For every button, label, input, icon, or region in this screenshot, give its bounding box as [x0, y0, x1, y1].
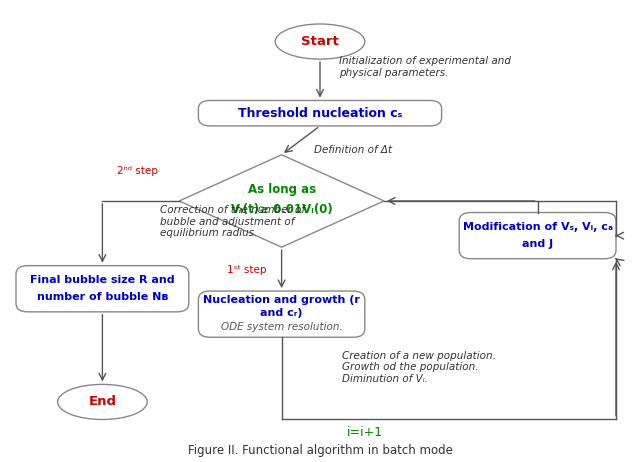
- Text: Nucleation and growth (r: Nucleation and growth (r: [203, 295, 360, 305]
- Text: number of bubble Nʙ: number of bubble Nʙ: [36, 292, 168, 302]
- Ellipse shape: [58, 384, 147, 419]
- Text: Creation of a new population.
Growth od the population.
Diminution of Vₗ.: Creation of a new population. Growth od …: [342, 351, 496, 384]
- FancyBboxPatch shape: [198, 100, 442, 126]
- Text: Vₗ(t)≥ 0.01Vₗ(0): Vₗ(t)≥ 0.01Vₗ(0): [231, 203, 332, 216]
- Text: Modification of Vₛ, Vₗ, cₐ: Modification of Vₛ, Vₗ, cₐ: [463, 222, 612, 232]
- Text: Initialization of experimental and
physical parameters.: Initialization of experimental and physi…: [339, 56, 511, 78]
- Ellipse shape: [275, 24, 365, 59]
- Text: Figure II. Functional algorithm in batch mode: Figure II. Functional algorithm in batch…: [188, 444, 452, 457]
- Text: i=i+1: i=i+1: [347, 426, 383, 439]
- FancyBboxPatch shape: [198, 291, 365, 337]
- Text: 1ˢᵗ step: 1ˢᵗ step: [227, 265, 266, 275]
- Text: Correction of the number of
bubble and adjustment of
equilibrium radius.: Correction of the number of bubble and a…: [160, 205, 305, 238]
- Text: As long as: As long as: [248, 183, 316, 196]
- Text: Definition of Δt: Definition of Δt: [314, 145, 392, 155]
- Text: Final bubble size R and: Final bubble size R and: [30, 275, 175, 286]
- Text: ODE system resolution.: ODE system resolution.: [221, 322, 342, 332]
- Text: and J: and J: [522, 239, 553, 249]
- Text: End: End: [88, 395, 116, 408]
- Text: 2ⁿᵈ step: 2ⁿᵈ step: [117, 166, 158, 176]
- Polygon shape: [179, 155, 384, 247]
- Text: Start: Start: [301, 35, 339, 48]
- Text: and cᵣ): and cᵣ): [260, 308, 303, 318]
- Text: Threshold nucleation cₛ: Threshold nucleation cₛ: [238, 107, 402, 120]
- FancyBboxPatch shape: [460, 213, 616, 259]
- FancyBboxPatch shape: [16, 266, 189, 312]
